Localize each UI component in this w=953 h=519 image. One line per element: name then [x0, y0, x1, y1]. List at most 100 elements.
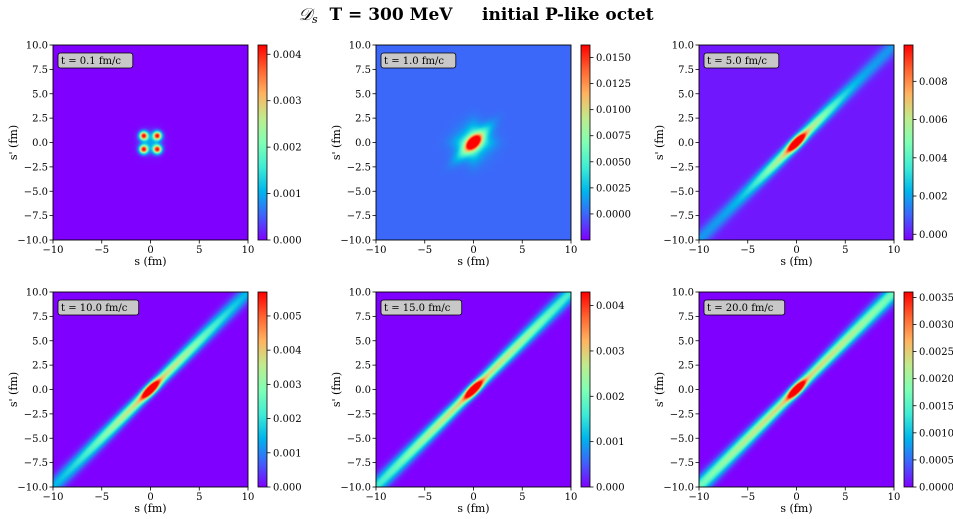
y-tick-label: 0.0	[355, 385, 371, 396]
y-tick-label: 10.0	[349, 288, 371, 299]
heatmap-image	[376, 45, 571, 240]
colorbar-tick-label: 0.0100	[596, 105, 631, 116]
time-annotation: t = 0.1 fm/c	[57, 52, 134, 69]
heatmap-panel: −10 −5 0 5 10 10.0 7.5 5.0 2.5 0.0 −2.5 −5.0 −7.5 −10…	[7, 288, 302, 516]
colorbar-tick-label: 0.000	[273, 236, 302, 247]
y-tick-label: 0.0	[678, 138, 694, 149]
colorbar	[903, 291, 914, 488]
y-tick-label: 10.0	[672, 288, 694, 299]
x-axis-label: s (fm)	[457, 255, 489, 268]
x-tick-label: 0	[470, 245, 476, 256]
colorbar-tick-label: 0.0015	[919, 401, 953, 412]
y-tick-label: −10.0	[17, 483, 48, 494]
colorbar-tick-label: 0.0020	[919, 374, 953, 385]
y-tick-label: 0.0	[32, 385, 48, 396]
heatmap-image	[699, 292, 894, 487]
y-tick-label: −7.5	[670, 458, 694, 469]
y-axis-label: s' (fm)	[7, 372, 20, 407]
colorbar-tick-label: 0.001	[273, 448, 302, 459]
y-tick-label: 5.0	[355, 89, 371, 100]
x-tick-label: 10	[888, 492, 901, 503]
colorbar-tick-label: 0.0025	[919, 347, 953, 358]
y-axis-label: s' (fm)	[7, 125, 20, 160]
y-tick-label: −7.5	[24, 211, 48, 222]
colorbar-tick-label: 0.000	[273, 483, 302, 494]
x-tick-label: 5	[842, 245, 848, 256]
heatmap-image	[376, 292, 571, 487]
y-tick-label: 10.0	[349, 41, 371, 52]
heatmap-panel: −10 −5 0 5 10 10.0 7.5 5.0 2.5 0.0 −2.5 −5.0 −7.5 −10…	[653, 288, 953, 516]
y-tick-label: 2.5	[355, 114, 371, 125]
colorbar-tick-label: 0.0025	[596, 183, 631, 194]
colorbar-tick-label: 0.002	[273, 143, 302, 154]
y-tick-label: −2.5	[24, 409, 48, 420]
y-tick-label: −10.0	[17, 236, 48, 247]
x-tick-label: 10	[565, 245, 578, 256]
y-tick-label: −2.5	[24, 162, 48, 173]
x-tick-label: −10	[365, 245, 386, 256]
x-axis-label: s (fm)	[780, 502, 812, 515]
y-axis-label: s' (fm)	[330, 372, 343, 407]
colorbar-tick-label: 0.0075	[596, 131, 631, 142]
colorbar-tick-label: 0.004	[273, 50, 302, 61]
colorbar-tick-label: 0.003	[273, 380, 302, 391]
y-axis-label: s' (fm)	[653, 125, 666, 160]
time-annotation: t = 15.0 fm/c	[380, 299, 463, 316]
colorbar-tick-label: 0.002	[596, 392, 625, 403]
time-annotation: t = 10.0 fm/c	[57, 299, 140, 316]
y-tick-label: 5.0	[678, 89, 694, 100]
y-tick-label: −5.0	[347, 187, 371, 198]
x-axis-label: s (fm)	[457, 502, 489, 515]
x-tick-label: −5	[417, 492, 432, 503]
y-tick-label: 5.0	[32, 336, 48, 347]
colorbar-tick-label: 0.0000	[596, 209, 631, 220]
x-tick-label: −5	[417, 245, 432, 256]
y-tick-label: 0.0	[678, 385, 694, 396]
figure-title: 𝒟s T = 300 MeV initial P-like octet	[298, 5, 653, 26]
heatmap-panel: −10 −5 0 5 10 10.0 7.5 5.0 2.5 0.0 −2.5 −5.0 −7.5 −10…	[653, 41, 948, 269]
time-annotation-box	[703, 52, 780, 69]
y-tick-label: 7.5	[32, 312, 48, 323]
heatmap-panel: −10 −5 0 5 10 10.0 7.5 5.0 2.5 0.0 −2.5 −5.0 −7.5 −10…	[330, 41, 631, 269]
x-tick-label: −10	[688, 492, 709, 503]
x-tick-label: 5	[196, 492, 202, 503]
colorbar-tick-label: 0.002	[919, 192, 948, 203]
colorbar	[580, 44, 591, 241]
x-tick-label: 10	[242, 245, 255, 256]
colorbar-tick-label: 0.008	[919, 77, 948, 88]
colorbar-tick-label: 0.004	[596, 301, 625, 312]
y-tick-label: −7.5	[347, 211, 371, 222]
time-annotation-box	[380, 299, 463, 316]
y-tick-label: 5.0	[355, 336, 371, 347]
time-annotation: t = 1.0 fm/c	[380, 52, 457, 69]
time-annotation-box	[703, 299, 786, 316]
y-tick-label: −2.5	[347, 162, 371, 173]
y-tick-label: 10.0	[26, 41, 48, 52]
y-axis-label: s' (fm)	[653, 372, 666, 407]
y-tick-label: 10.0	[26, 288, 48, 299]
y-tick-label: 7.5	[355, 312, 371, 323]
x-tick-label: 0	[793, 245, 799, 256]
x-tick-label: 0	[793, 492, 799, 503]
y-tick-label: 7.5	[355, 65, 371, 76]
colorbar-tick-label: 0.005	[273, 311, 302, 322]
colorbar-tick-label: 0.0005	[919, 455, 953, 466]
time-annotation-box	[57, 299, 140, 316]
y-tick-label: −5.0	[24, 187, 48, 198]
colorbar-tick-label: 0.0050	[596, 157, 631, 168]
y-tick-label: −7.5	[670, 211, 694, 222]
time-annotation-box	[380, 52, 457, 69]
colorbar-tick-label: 0.0125	[596, 79, 631, 90]
time-annotation-text: t = 1.0 fm/c	[384, 56, 444, 67]
x-tick-label: 10	[242, 492, 255, 503]
x-tick-label: −5	[740, 492, 755, 503]
colorbar-tick-label: 0.003	[596, 346, 625, 357]
y-axis-label: s' (fm)	[330, 125, 343, 160]
y-tick-label: 2.5	[678, 361, 694, 372]
heatmap-panel: −10 −5 0 5 10 10.0 7.5 5.0 2.5 0.0 −2.5 −5.0 −7.5 −10…	[7, 41, 302, 269]
colorbar-tick-label: 0.001	[596, 437, 625, 448]
heatmap-image	[53, 292, 248, 487]
colorbar	[580, 291, 591, 488]
x-tick-label: −5	[94, 245, 109, 256]
